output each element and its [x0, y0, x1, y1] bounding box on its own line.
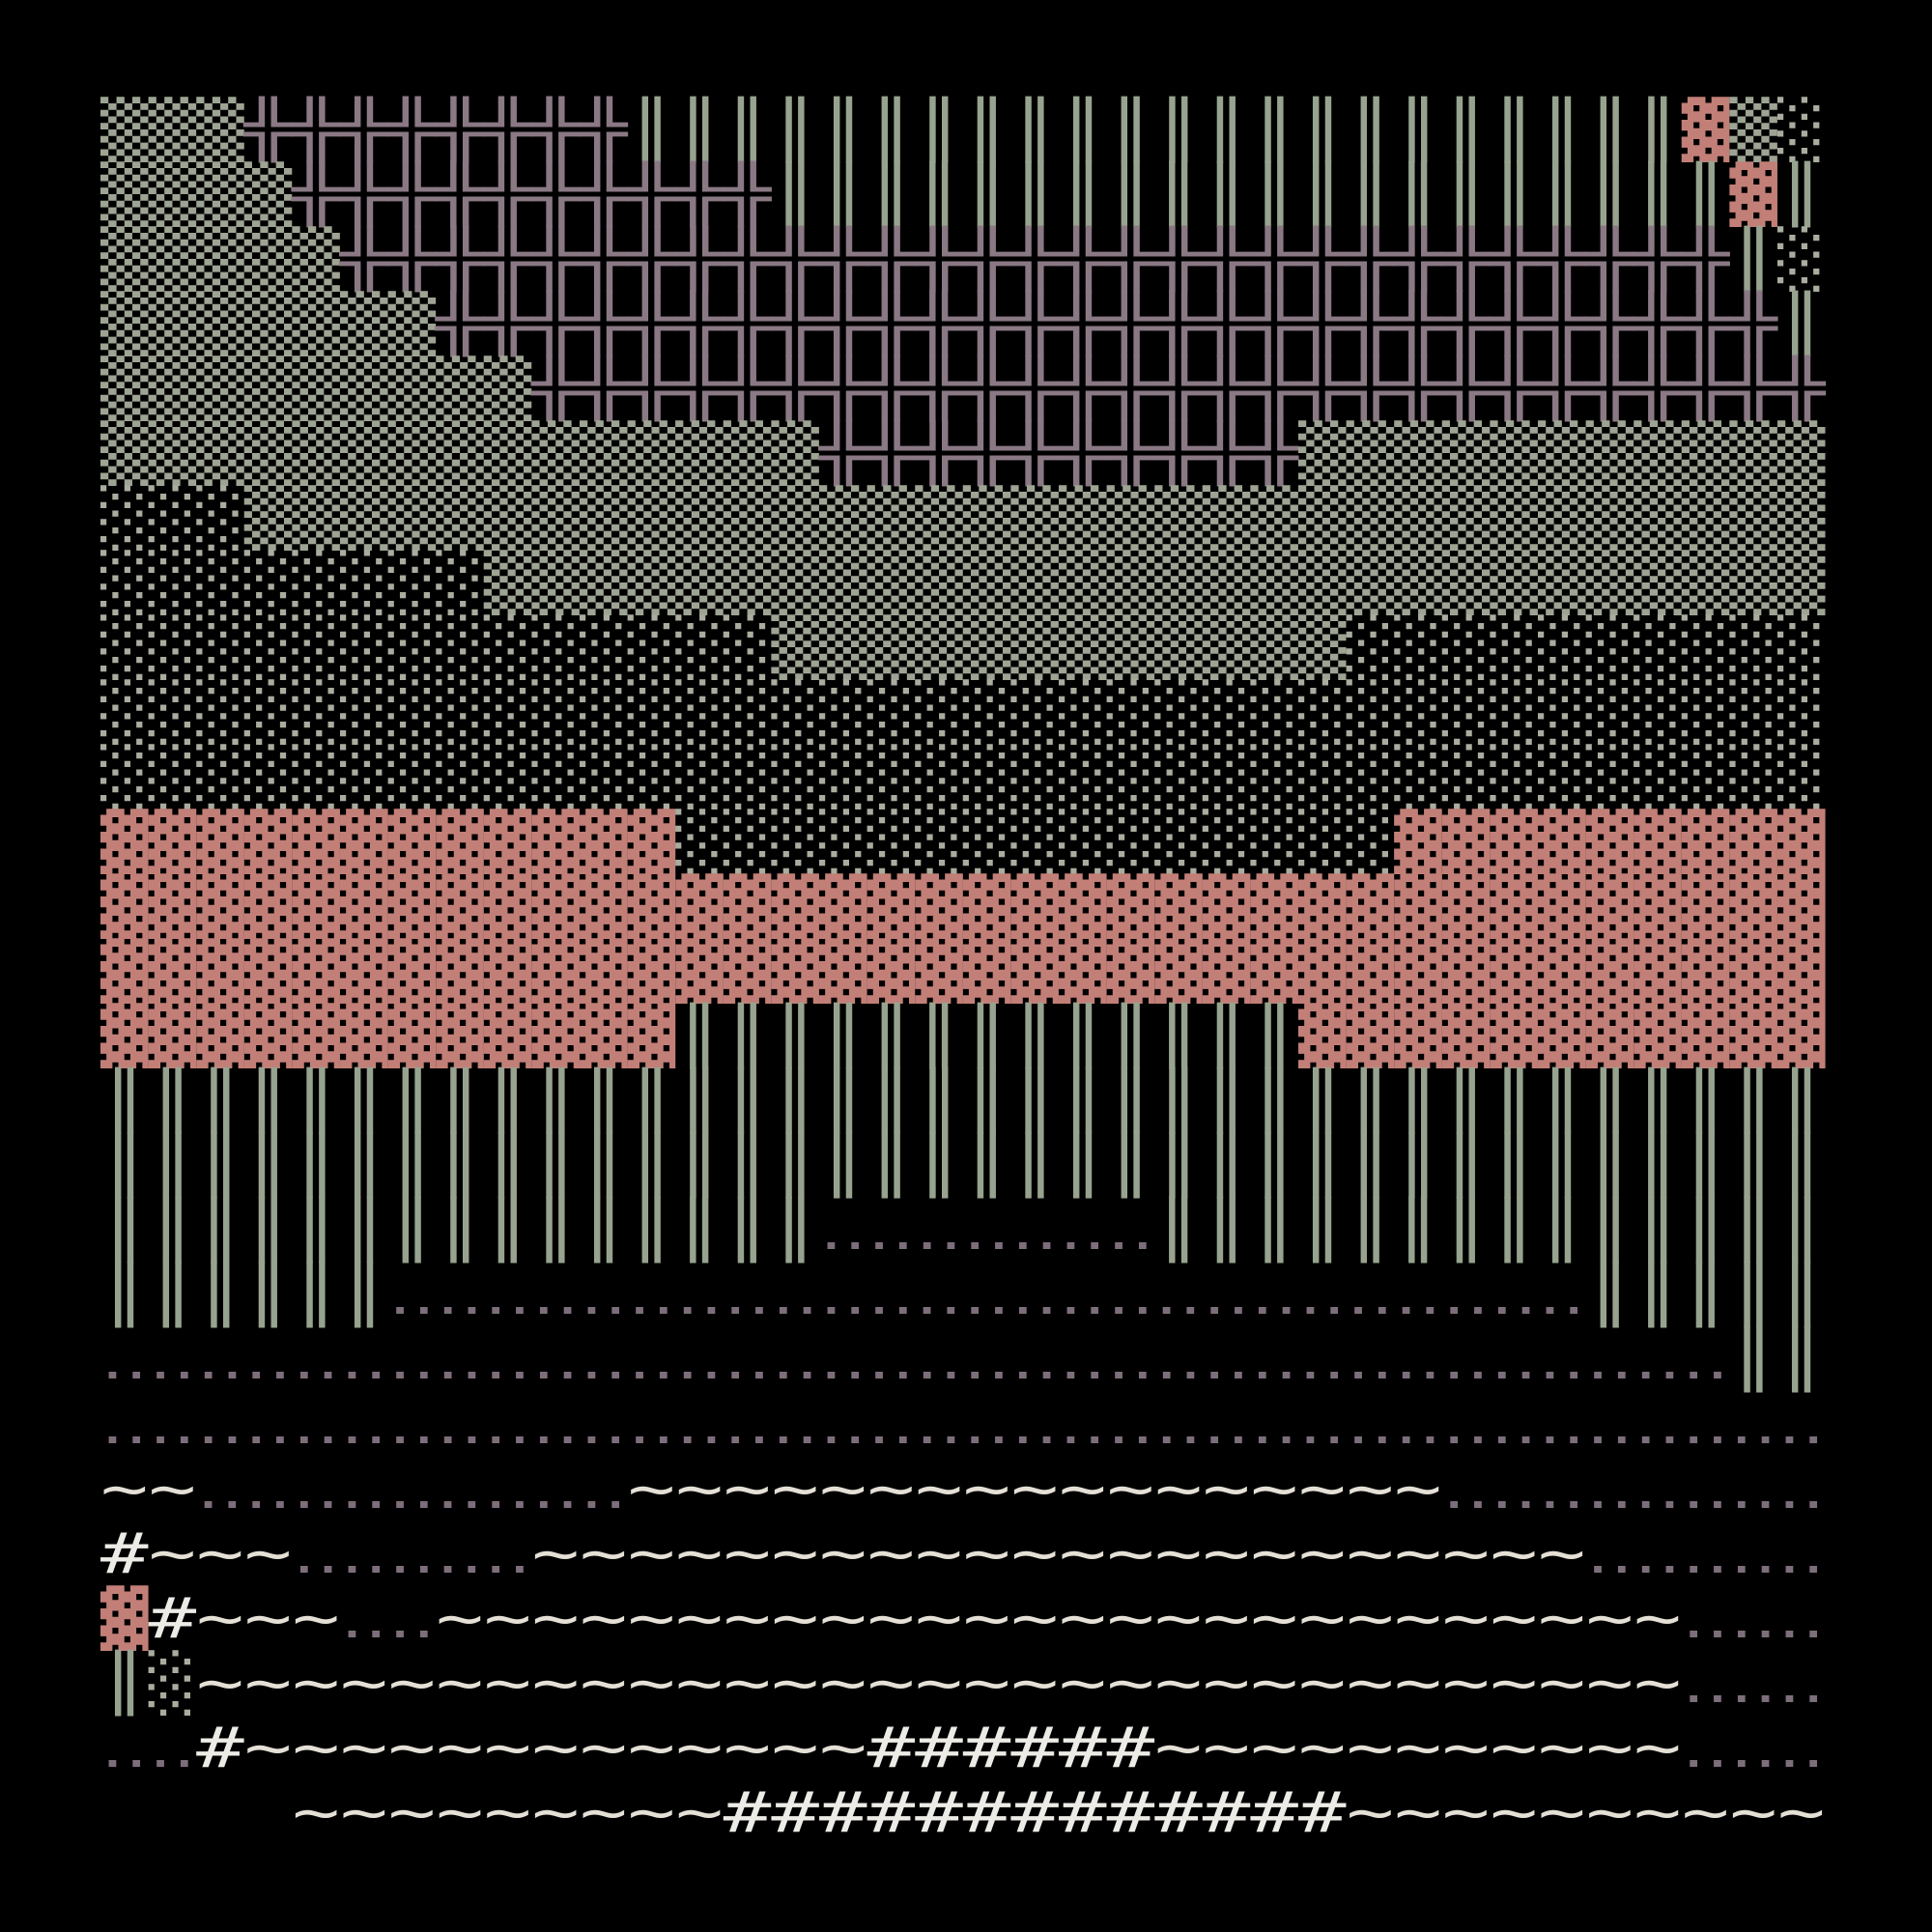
map-tiles: ~~~~~~~~~~~~~~~~~: [628, 1456, 1442, 1521]
map-tiles: ║: [1729, 225, 1777, 293]
map-tiles: ~~~~~~~~~~~~~~~~~~~~~~~~~~~~~~~: [196, 1650, 1682, 1716]
map-tiles: ░░░░░░░░░░: [1347, 614, 1826, 680]
map-tiles: ~~~~~~~~~~: [1347, 1779, 1826, 1845]
map-tiles: ‥‥‥‥‥‥‥‥‥: [196, 1456, 627, 1521]
map-tiles: ▒▒▒▒▒▒▒▒▒: [100, 355, 531, 421]
map-tiles: ‥‥‥‥‥: [292, 1520, 531, 1586]
map-tiles: ▓: [1729, 161, 1777, 227]
map-tiles: ▓: [100, 1585, 149, 1651]
map-tiles: ╬╬╬╬╬╬╬╬╬╬╬╬╬╬╬╬╬╬╬╬╬╬╬╬╬╬╬╬╬: [339, 225, 1731, 293]
map-tiles: ▒▒▒▒▒▒▒▒▒▒▒: [1298, 420, 1826, 486]
map-tiles: ~~~: [149, 1520, 293, 1586]
map-tiles: ║║║║║║║║║║║║║║: [1154, 1196, 1825, 1264]
map-tiles: ‥‥‥‥‥‥‥‥‥‥‥‥‥‥‥‥‥‥‥‥‥‥‥‥‥‥‥‥‥‥‥‥‥‥‥‥: [100, 1391, 1826, 1457]
map-tiles: ░: [149, 1650, 197, 1716]
map-tiles: ~~~~~~~~~~~: [1154, 1715, 1682, 1780]
map-tiles: ‥‥‥: [1682, 1585, 1826, 1651]
map-tiles: ░░░░░░░░: [100, 550, 484, 615]
map-tiles: ▓▓▓▓▓▓▓▓▓▓▓▓: [100, 809, 675, 874]
map-tiles: ▒: [1729, 97, 1777, 162]
map-tiles: ▒▒▒▒▒▒▒▒▒▒▒▒: [771, 614, 1346, 680]
map-tiles: ~~~~~~~~~~~~~: [244, 1715, 867, 1780]
map-tiles: ╬╬╬╬╬╬╬╬╬╬: [291, 160, 773, 228]
map-tiles: ║║║║║║║║║║║║║║║: [100, 1196, 819, 1264]
map-tiles: ║║║║║║║║║║║║║║║║║║║║║║║║║║║║║║║║║║║║: [100, 1066, 1826, 1134]
map-tiles: ╬╬╬╬╬╬╬╬╬╬: [818, 419, 1300, 487]
map-tiles: ‥‥‥‥‥‥‥‥: [1442, 1456, 1826, 1521]
map-tiles: ######: [867, 1715, 1155, 1780]
map-tiles: ▓: [1682, 97, 1730, 162]
map-tiles: ╬╬╬╬╬╬╬╬: [242, 96, 629, 163]
map-tiles: ║: [100, 1649, 149, 1717]
map-tiles: ▓▓▓▓▓▓▓▓▓▓▓▓▓▓▓▓▓▓▓▓▓▓▓▓▓▓▓▓▓▓▓▓▓▓▓▓: [100, 873, 1826, 939]
map-tiles: ░░░: [100, 485, 244, 551]
map-tiles: ║║║║║║║║║║║║║║║║║║║║║║║║║║║║║║║║║║║║: [100, 1131, 1826, 1199]
map-tiles: ~~~: [196, 1585, 340, 1651]
map-tiles: ▒▒▒▒▒▒▒: [100, 291, 436, 356]
map-tiles: ▒▒▒▒▒▒▒▒▒▒▒▒▒▒▒▒▒▒▒▒▒▒▒▒▒▒▒▒▒▒▒▒▒: [244, 485, 1826, 551]
map-tiles: ▓▓▓▓▓▓▓▓▓▓▓▓: [100, 1003, 675, 1068]
map-tiles: ║║║║║║║║║║║║║║║║║║║║║║: [628, 96, 1682, 163]
map-tiles: ║: [1777, 160, 1826, 228]
map-tiles: ║║: [1729, 1325, 1825, 1393]
map-tiles: #: [196, 1715, 244, 1780]
map-tiles: ▒▒▒▒▒▒▒▒▒▒▒▒▒▒▒▒▒▒▒▒▒▒▒▒▒▒▒▒: [484, 550, 1826, 615]
map-tiles: ‥‥‥‥‥‥‥‥‥‥‥‥‥‥‥‥‥‥‥‥‥‥‥‥‥‥‥‥‥‥‥‥‥‥: [100, 1326, 1729, 1392]
map-tiles: #: [149, 1585, 197, 1651]
map-tiles: ║║║║║║: [100, 1261, 388, 1328]
map-tiles: ▒▒▒▒▒▒▒▒▒▒▒▒▒▒▒: [100, 420, 819, 486]
map-tiles: ░: [1777, 226, 1826, 292]
map-tiles: ‥‥: [100, 1715, 196, 1780]
map-tiles: ░░░░░░░░░░░░░░░░░░░░░░░░░░░░░░░░░░░░: [100, 679, 1826, 745]
map-tiles: ░░░░░░░░░░░░░░░: [675, 809, 1394, 874]
map-tiles: ~~~~~~~~~~~~~~~~~~~~~~: [531, 1520, 1585, 1586]
map-tiles: ╬╬╬╬╬╬╬╬╬╬╬╬╬╬╬╬╬╬╬╬╬╬╬╬╬╬╬: [530, 355, 1827, 422]
map-tiles: ‥‥‥: [1682, 1650, 1826, 1716]
map-tiles: ~~~~~~~~~~~~~~~~~~~~~~~~~~: [436, 1585, 1682, 1651]
map-tiles: ‥‥: [340, 1585, 436, 1651]
map-tiles: ░: [1777, 97, 1826, 162]
map-tiles: ║: [1777, 290, 1826, 357]
map: ▒▒▒ ╬╬╬╬╬╬╬╬ ║║║║║║║║║║║║║║║║║║║║║║ ▓ ▒ ░▒▒▒▒…: [100, 96, 1827, 1845]
map-tiles: ║║║║║║║║║║║║║║║║║║║║: [771, 160, 1729, 228]
map-tiles: ▓▓▓▓▓▓▓▓▓▓▓: [1298, 1003, 1826, 1068]
map-tiles: ~~~~~~~~~: [100, 1779, 724, 1845]
map-tiles: ‥‥‥‥‥‥‥: [819, 1197, 1154, 1263]
map-tiles: ░░░░░░░░░░░░░░░░░░░░░░░░░░░░░░░░░░░░: [100, 744, 1826, 810]
map-tiles: ░░░░░░░░░░░░░░: [100, 614, 771, 680]
map-tiles: ~~: [100, 1456, 196, 1521]
map-tiles: ‥‥‥‥‥‥‥‥‥‥‥‥‥‥‥‥‥‥‥‥‥‥‥‥‥: [388, 1262, 1586, 1327]
map-tiles: ▓▓▓▓▓▓▓▓▓▓▓▓▓▓▓▓▓▓▓▓▓▓▓▓▓▓▓▓▓▓▓▓▓▓▓▓: [100, 938, 1826, 1004]
map-tiles: ‥‥‥: [1682, 1715, 1826, 1780]
map-tiles: ║║║║║║║║║║║║║: [675, 1002, 1298, 1069]
map-tiles: ▒▒▒: [100, 97, 244, 162]
map-tiles: ▓▓▓▓▓▓▓▓▓: [1394, 809, 1825, 874]
map-tiles: ╬╬╬╬╬╬╬╬╬╬╬╬╬╬╬╬╬╬╬╬╬╬╬╬╬╬╬╬: [435, 290, 1779, 357]
map-tiles: ▒▒▒▒: [100, 161, 292, 227]
map-tiles: #: [100, 1520, 149, 1586]
map-tiles: #############: [724, 1779, 1347, 1845]
map-tiles: ▒▒▒▒▒: [100, 226, 340, 292]
map-tiles: ‥‥‥‥‥: [1586, 1520, 1826, 1586]
map-tiles: ║║║║║: [1586, 1261, 1826, 1328]
